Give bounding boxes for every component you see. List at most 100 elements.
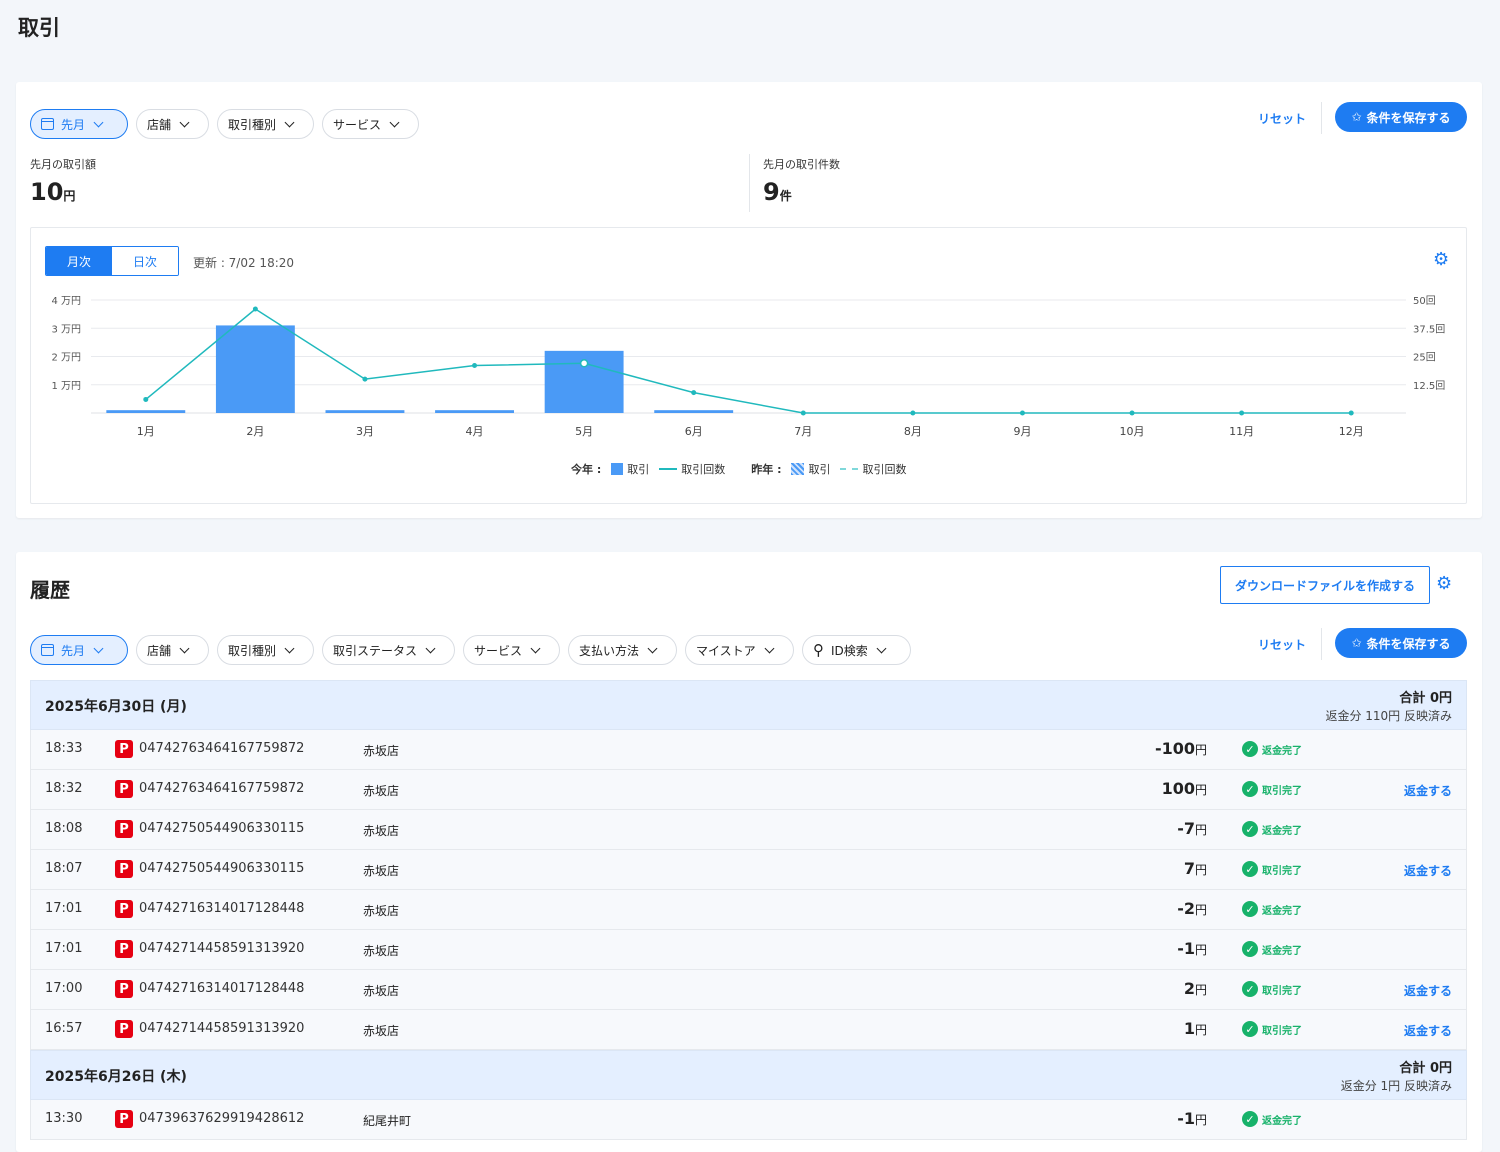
row-time: 18:32 — [45, 781, 83, 796]
table-row[interactable]: 18:08 P 04742750544906330115 赤坂店 -7円 ✓ 返金完了 — [30, 810, 1467, 850]
paypay-icon: P — [115, 740, 133, 758]
table-row[interactable]: 13:30 P 04739637629919428612 紀尾井町 -1円 ✓ 返金完了 — [30, 1100, 1467, 1140]
chevron-down-icon — [764, 643, 775, 653]
status-label: 返金完了 — [1262, 945, 1302, 957]
check-icon: ✓ — [1242, 741, 1258, 757]
refund-link[interactable]: 返金する — [1403, 784, 1452, 798]
legend-item-count-last: 取引回数 — [840, 461, 906, 477]
paypay-icon: P — [115, 1110, 133, 1128]
row-amount: 1円 — [1184, 1019, 1207, 1038]
row-transaction-id[interactable]: 04742716314017128448 — [139, 981, 305, 996]
gear-icon[interactable]: ⚙ — [1436, 573, 1453, 594]
table-row[interactable]: 17:01 P 04742714458591313920 赤坂店 -1円 ✓ 返金完了 — [30, 930, 1467, 970]
legend-bar-swatch — [611, 463, 624, 475]
table-row[interactable]: 18:07 P 04742750544906330115 赤坂店 7円 ✓ 取引完了 返金する — [30, 850, 1467, 890]
filter-type[interactable]: 取引種別 — [217, 635, 314, 665]
table-row[interactable]: 17:01 P 04742716314017128448 赤坂店 -2円 ✓ 返金完了 — [30, 890, 1467, 930]
amount-unit: 円 — [1194, 943, 1207, 957]
paypay-icon: P — [115, 820, 133, 838]
y-tick-label-right: 37.5回 — [1413, 323, 1445, 335]
refund-link[interactable]: 返金する — [1403, 984, 1452, 998]
row-amount: -1円 — [1177, 939, 1207, 958]
reset-button[interactable]: リセット — [1258, 112, 1307, 126]
paypay-icon: P — [115, 780, 133, 798]
amount-number: -2 — [1177, 899, 1195, 918]
amount-value: 10円 — [30, 178, 75, 206]
row-transaction-id[interactable]: 04742750544906330115 — [139, 861, 305, 876]
bar — [325, 410, 405, 413]
chevron-down-icon — [389, 117, 400, 127]
amount-unit: 円 — [63, 189, 76, 203]
amount-number: 2 — [1183, 979, 1195, 998]
line-point — [143, 396, 149, 402]
filter-type[interactable]: 取引種別 — [217, 109, 314, 139]
x-tick-label: 2月 — [246, 425, 264, 438]
refund-link[interactable]: 返金する — [1403, 1024, 1452, 1038]
bar — [654, 410, 734, 413]
filter-store[interactable]: 店舗 — [136, 635, 209, 665]
chevron-down-icon — [647, 643, 658, 653]
table-row[interactable]: 18:32 P 04742763464167759872 赤坂店 100円 ✓ 取引完了 返金… — [30, 770, 1467, 810]
check-icon: ✓ — [1242, 901, 1258, 917]
filter-period[interactable]: 先月 — [30, 635, 128, 665]
status-label: 返金完了 — [1262, 1115, 1302, 1127]
refund-link[interactable]: 返金する — [1403, 864, 1452, 878]
line-point — [800, 410, 806, 416]
check-icon: ✓ — [1242, 861, 1258, 877]
download-button[interactable]: ダウンロードファイルを作成する — [1220, 566, 1430, 604]
line-point — [910, 410, 916, 416]
row-transaction-id[interactable]: 04742763464167759872 — [139, 741, 305, 756]
amount-number: -1 — [1177, 939, 1195, 958]
filter-id-search[interactable]: ⚲ ID検索 — [802, 635, 911, 665]
row-amount: 100円 — [1162, 779, 1207, 798]
row-transaction-id[interactable]: 04742714458591313920 — [139, 941, 305, 956]
amount-unit: 円 — [1194, 863, 1207, 877]
status-label: 返金完了 — [1262, 745, 1302, 757]
filter-service[interactable]: サービス — [322, 109, 419, 139]
line-point — [1129, 410, 1135, 416]
filter-mystore[interactable]: マイストア — [685, 635, 794, 665]
tab-daily[interactable]: 日次 — [112, 247, 178, 275]
filter-status[interactable]: 取引ステータス — [322, 635, 455, 665]
row-amount: -2円 — [1177, 899, 1207, 918]
row-store: 赤坂店 — [363, 1024, 400, 1038]
y-tick-label-left: 1 万円 — [51, 381, 81, 392]
amount-unit: 円 — [1194, 823, 1207, 837]
filter-label: 取引種別 — [228, 643, 277, 658]
filter-service[interactable]: サービス — [463, 635, 560, 665]
save-conditions-button[interactable]: ✩ 条件を保存する — [1335, 628, 1467, 658]
filter-store[interactable]: 店舗 — [136, 109, 209, 139]
filter-payment[interactable]: 支払い方法 — [568, 635, 677, 665]
status-badge: ✓ 返金完了 — [1242, 741, 1302, 757]
pin-icon: ✩ — [1351, 636, 1362, 650]
row-store: 赤坂店 — [363, 824, 400, 838]
group-total: 合計 0円 — [1399, 691, 1452, 706]
table-row[interactable]: 17:00 P 04742716314017128448 赤坂店 2円 ✓ 取引完了 返金する — [30, 970, 1467, 1010]
row-transaction-id[interactable]: 04742763464167759872 — [139, 781, 305, 796]
chevron-down-icon — [284, 643, 295, 653]
x-tick-label: 11月 — [1229, 425, 1254, 438]
chevron-down-icon — [876, 643, 887, 653]
x-tick-label: 12月 — [1339, 425, 1364, 438]
tab-monthly[interactable]: 月次 — [46, 247, 112, 275]
chart-legend: 今年 : 取引 取引回数 昨年 : 取引 取引回数 — [571, 461, 906, 477]
table-row[interactable]: 16:57 P 04742714458591313920 赤坂店 1円 ✓ 取引完了 返金する — [30, 1010, 1467, 1050]
page-title: 取引 — [18, 16, 60, 40]
row-transaction-id[interactable]: 04742716314017128448 — [139, 901, 305, 916]
gear-icon[interactable]: ⚙ — [1433, 249, 1450, 270]
row-transaction-id[interactable]: 04742714458591313920 — [139, 1021, 305, 1036]
table-row[interactable]: 18:33 P 04742763464167759872 赤坂店 -100円 ✓ 返金完了 — [30, 730, 1467, 770]
status-label: 取引完了 — [1262, 785, 1302, 797]
row-time: 17:01 — [45, 941, 83, 956]
amount-label: 先月の取引額 — [30, 158, 96, 171]
filter-label: 店舗 — [147, 643, 172, 658]
status-badge: ✓ 返金完了 — [1242, 941, 1302, 957]
row-transaction-id[interactable]: 04742750544906330115 — [139, 821, 305, 836]
count-value: 9件 — [763, 178, 792, 206]
save-conditions-button[interactable]: ✩ 条件を保存する — [1335, 102, 1467, 132]
reset-button[interactable]: リセット — [1258, 638, 1307, 652]
row-transaction-id[interactable]: 04739637629919428612 — [139, 1111, 305, 1126]
row-amount: -7円 — [1177, 819, 1207, 838]
filter-period[interactable]: 先月 — [30, 109, 128, 139]
bar — [215, 325, 295, 413]
